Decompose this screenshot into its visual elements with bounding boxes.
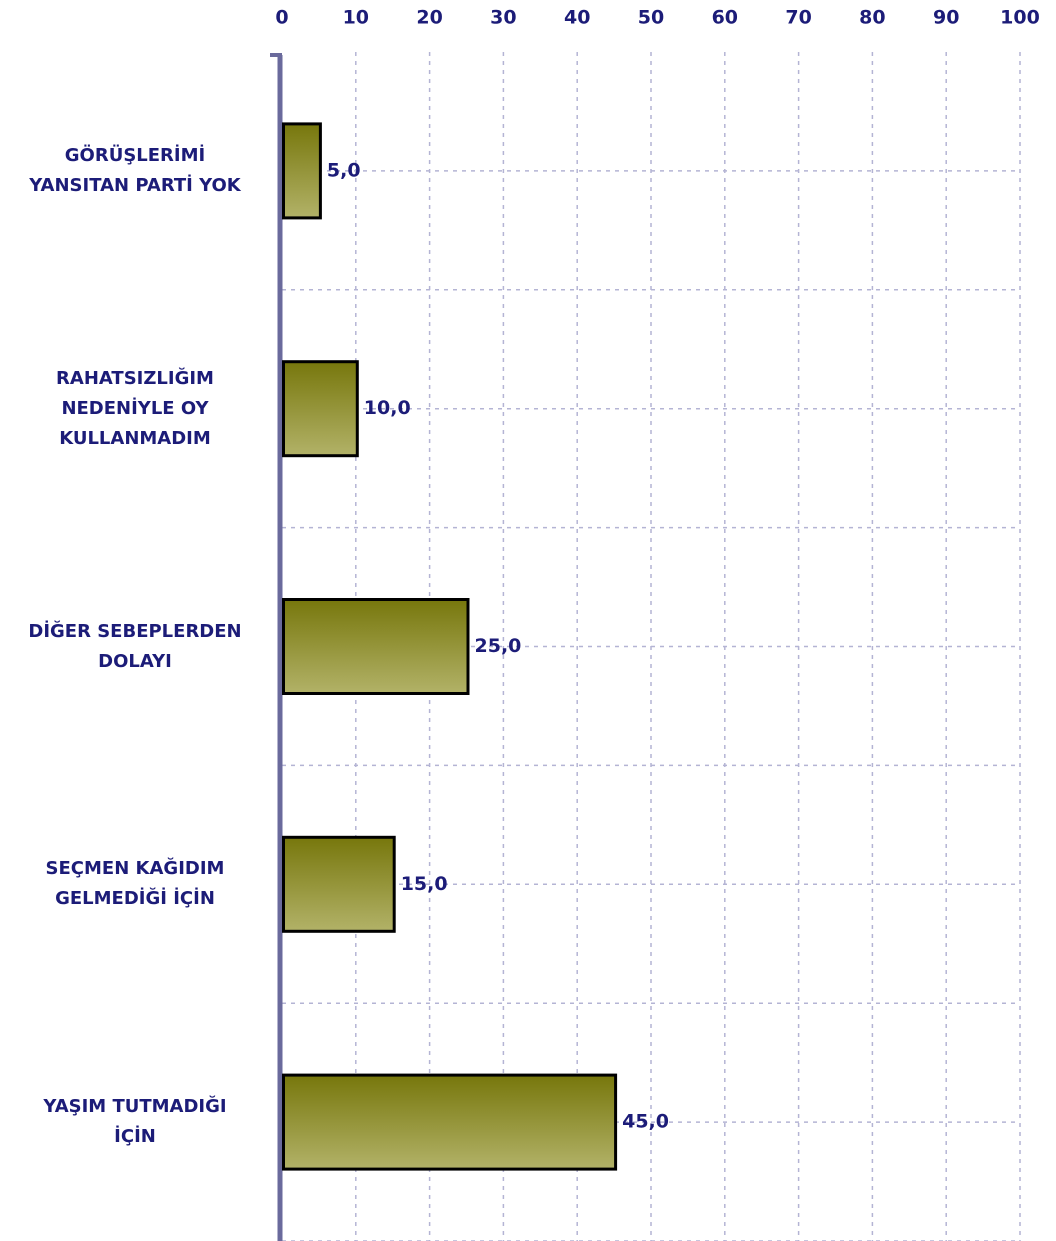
x-tick-label: 10 bbox=[343, 7, 369, 29]
bar bbox=[282, 360, 359, 458]
bar bbox=[282, 598, 470, 695]
x-tick-label: 100 bbox=[1000, 7, 1040, 29]
value-label: 45,0 bbox=[622, 1111, 669, 1133]
value-label: 25,0 bbox=[475, 635, 522, 657]
value-label: 10,0 bbox=[364, 397, 411, 419]
category-label: GÖRÜŞLERİMİ YANSITAN PARTİ YOK bbox=[29, 144, 241, 196]
x-tick-label: 90 bbox=[933, 7, 959, 29]
value-label: 15,0 bbox=[401, 873, 448, 895]
x-tick-label: 50 bbox=[638, 7, 664, 29]
x-tick-label: 80 bbox=[859, 7, 885, 29]
x-tick-label: 70 bbox=[785, 7, 811, 29]
category-label: RAHATSIZLIĞIM NEDENİYLE OY KULLANMADIM bbox=[56, 367, 214, 449]
bar bbox=[282, 835, 396, 933]
bar bbox=[282, 122, 322, 220]
bar bbox=[282, 1073, 618, 1171]
x-tick-label: 60 bbox=[712, 7, 738, 29]
x-tick-label: 40 bbox=[564, 7, 590, 29]
category-label: YAŞIM TUTMADIĞI İÇİN bbox=[43, 1096, 227, 1148]
x-tick-label: 30 bbox=[490, 7, 516, 29]
value-label: 5,0 bbox=[327, 159, 361, 181]
category-label: SEÇMEN KAĞIDIM GELMEDİĞİ İÇİN bbox=[45, 858, 225, 910]
x-tick-label: 0 bbox=[275, 7, 288, 29]
x-tick-label: 20 bbox=[416, 7, 442, 29]
category-label: DİĞER SEBEPLERDEN DOLAYI bbox=[28, 620, 242, 672]
